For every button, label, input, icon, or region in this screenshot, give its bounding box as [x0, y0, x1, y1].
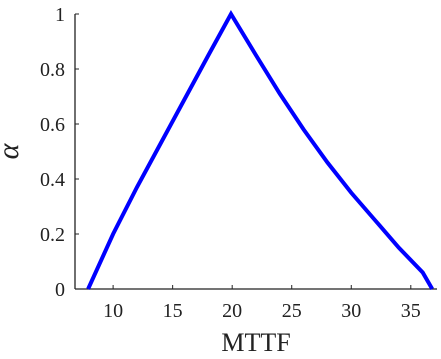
x-tick-label: 30: [341, 300, 361, 322]
y-tick-label: 0.6: [40, 114, 65, 136]
x-ticks: 10 15 20 25 30 35: [103, 285, 421, 322]
y-axis-title: α: [0, 142, 25, 159]
y-ticks: 0 0.2 0.4 0.6 0.8 1: [40, 4, 79, 301]
axes: [74, 14, 437, 290]
x-tick-label: 25: [282, 300, 302, 322]
y-tick-label: 1: [55, 4, 65, 26]
y-tick-label: 0.4: [40, 169, 65, 191]
y-tick-label: 0.8: [40, 59, 65, 81]
series-line: [86, 9, 434, 291]
x-axis-title: MTTF: [221, 328, 290, 357]
x-tick-label: 20: [222, 300, 242, 322]
y-tick-label: 0.2: [40, 224, 65, 246]
y-tick-label: 0: [55, 279, 65, 301]
series-layer: [86, 9, 434, 291]
x-tick-label: 15: [163, 300, 183, 322]
x-tick-label: 35: [401, 300, 421, 322]
x-tick-label: 10: [103, 300, 123, 322]
